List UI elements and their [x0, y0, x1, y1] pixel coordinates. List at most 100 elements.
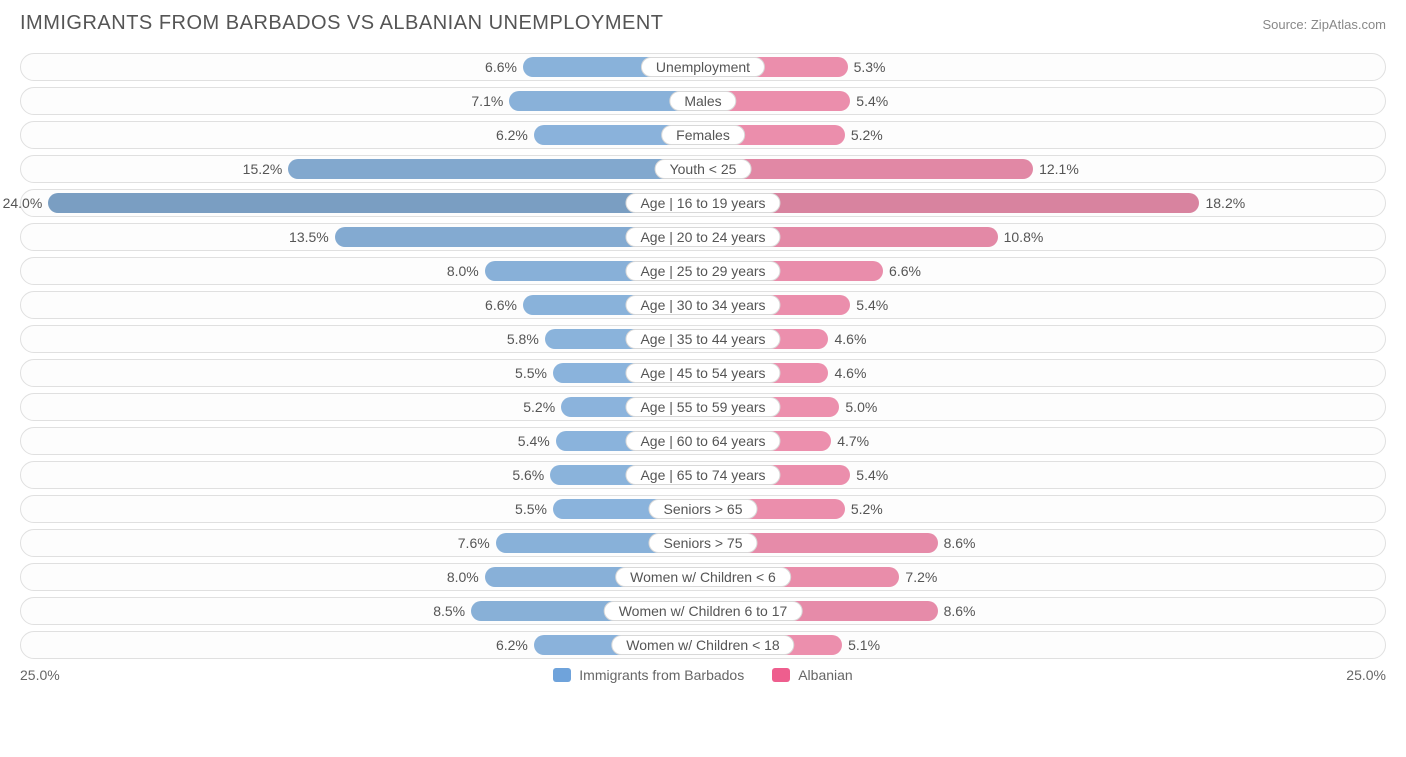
chart-row: 6.2%5.1%Women w/ Children < 18 — [20, 631, 1386, 659]
axis-max-right: 25.0% — [1306, 667, 1386, 683]
value-right: 4.6% — [828, 360, 866, 386]
chart-row: 13.5%10.8%Age | 20 to 24 years — [20, 223, 1386, 251]
row-left-half: 15.2% — [21, 156, 703, 182]
value-right: 6.6% — [883, 258, 921, 284]
row-right-half: 5.4% — [703, 462, 1385, 488]
chart-row: 5.2%5.0%Age | 55 to 59 years — [20, 393, 1386, 421]
value-left: 7.6% — [458, 530, 496, 556]
value-left: 24.0% — [3, 190, 49, 216]
value-right: 8.6% — [938, 530, 976, 556]
value-right: 5.2% — [845, 122, 883, 148]
chart-row: 5.8% 4.6% Age | 35 to 44 years — [20, 325, 1386, 353]
row-left-half: 6.2% — [21, 122, 703, 148]
value-left: 13.5% — [289, 224, 335, 250]
value-right: 10.8% — [998, 224, 1044, 250]
value-left: 6.6% — [485, 54, 523, 80]
row-right-half: 5.2% — [703, 122, 1385, 148]
value-left: 6.2% — [496, 122, 534, 148]
value-left: 8.5% — [433, 598, 471, 624]
category-pill: Age | 55 to 59 years — [625, 397, 780, 417]
row-right-half: 8.6% — [703, 530, 1385, 556]
row-left-half: 5.5% — [21, 496, 703, 522]
value-left: 8.0% — [447, 258, 485, 284]
row-left-half: 5.6% — [21, 462, 703, 488]
value-right: 12.1% — [1033, 156, 1079, 182]
chart-row: 7.1% 5.4% Males — [20, 87, 1386, 115]
category-pill: Women w/ Children 6 to 17 — [604, 601, 803, 621]
chart-row: 8.0% 6.6% Age | 25 to 29 years — [20, 257, 1386, 285]
chart-row: 5.5% 4.6% Age | 45 to 54 years — [20, 359, 1386, 387]
value-right: 8.6% — [938, 598, 976, 624]
row-left-half: 8.5% — [21, 598, 703, 624]
category-pill: Age | 60 to 64 years — [625, 431, 780, 451]
legend-item-left: Immigrants from Barbados — [553, 667, 744, 683]
row-right-half: 12.1% — [703, 156, 1385, 182]
row-left-half: 8.0% — [21, 564, 703, 590]
row-left-half: 6.2% — [21, 632, 703, 658]
chart-row: 6.6% 5.4% Age | 30 to 34 years — [20, 291, 1386, 319]
row-right-half: 5.4% — [703, 88, 1385, 114]
legend: Immigrants from Barbados Albanian — [100, 667, 1306, 683]
header: IMMIGRANTS FROM BARBADOS VS ALBANIAN UNE… — [20, 12, 1386, 35]
row-left-half: 6.6% — [21, 292, 703, 318]
category-pill: Age | 35 to 44 years — [625, 329, 780, 349]
category-pill: Age | 25 to 29 years — [625, 261, 780, 281]
chart-row: 6.6%5.3%Unemployment — [20, 53, 1386, 81]
row-right-half: 4.6% — [703, 326, 1385, 352]
axis-max-left: 25.0% — [20, 667, 100, 683]
row-right-half: 6.6% — [703, 258, 1385, 284]
row-right-half: 18.2% — [703, 190, 1385, 216]
value-right: 5.4% — [850, 292, 888, 318]
value-left: 5.5% — [515, 360, 553, 386]
row-right-half: 4.6% — [703, 360, 1385, 386]
value-right: 7.2% — [899, 564, 937, 590]
value-left: 6.2% — [496, 632, 534, 658]
row-right-half: 5.3% — [703, 54, 1385, 80]
value-right: 4.7% — [831, 428, 869, 454]
row-right-half: 7.2% — [703, 564, 1385, 590]
chart-row: 15.2% 12.1% Youth < 25 — [20, 155, 1386, 183]
category-pill: Age | 30 to 34 years — [625, 295, 780, 315]
chart-row: 5.4% 4.7% Age | 60 to 64 years — [20, 427, 1386, 455]
value-left: 5.8% — [507, 326, 545, 352]
category-pill: Age | 45 to 54 years — [625, 363, 780, 383]
source-text: Source: ZipAtlas.com — [1262, 17, 1386, 32]
chart-row: 5.5%5.2%Seniors > 65 — [20, 495, 1386, 523]
row-right-half: 5.1% — [703, 632, 1385, 658]
row-left-half: 5.4% — [21, 428, 703, 454]
row-right-half: 8.6% — [703, 598, 1385, 624]
value-left: 5.4% — [518, 428, 556, 454]
chart-title: IMMIGRANTS FROM BARBADOS VS ALBANIAN UNE… — [20, 12, 663, 35]
value-right: 5.4% — [850, 462, 888, 488]
bar-left — [288, 159, 703, 179]
row-left-half: 7.6% — [21, 530, 703, 556]
chart-row: 8.5% 8.6% Women w/ Children 6 to 17 — [20, 597, 1386, 625]
chart-footer: 25.0% Immigrants from Barbados Albanian … — [20, 667, 1386, 683]
legend-label-right: Albanian — [798, 667, 853, 683]
chart-row: 7.6%8.6%Seniors > 75 — [20, 529, 1386, 557]
row-left-half: 5.2% — [21, 394, 703, 420]
chart-container: IMMIGRANTS FROM BARBADOS VS ALBANIAN UNE… — [0, 0, 1406, 757]
category-pill: Males — [669, 91, 736, 111]
chart-row: 5.6%5.4%Age | 65 to 74 years — [20, 461, 1386, 489]
value-right: 5.1% — [842, 632, 880, 658]
value-right: 5.2% — [845, 496, 883, 522]
row-left-half: 8.0% — [21, 258, 703, 284]
legend-swatch-right — [772, 668, 790, 682]
category-pill: Youth < 25 — [655, 159, 752, 179]
value-left: 6.6% — [485, 292, 523, 318]
value-left: 5.5% — [515, 496, 553, 522]
value-left: 7.1% — [471, 88, 509, 114]
chart-row: 8.0%7.2%Women w/ Children < 6 — [20, 563, 1386, 591]
row-right-half: 5.2% — [703, 496, 1385, 522]
value-left: 5.6% — [512, 462, 550, 488]
value-left: 5.2% — [523, 394, 561, 420]
row-right-half: 10.8% — [703, 224, 1385, 250]
value-right: 5.4% — [850, 88, 888, 114]
value-right: 4.6% — [828, 326, 866, 352]
row-right-half: 5.4% — [703, 292, 1385, 318]
row-left-half: 7.1% — [21, 88, 703, 114]
row-right-half: 4.7% — [703, 428, 1385, 454]
legend-item-right: Albanian — [772, 667, 853, 683]
row-left-half: 24.0% — [21, 190, 703, 216]
